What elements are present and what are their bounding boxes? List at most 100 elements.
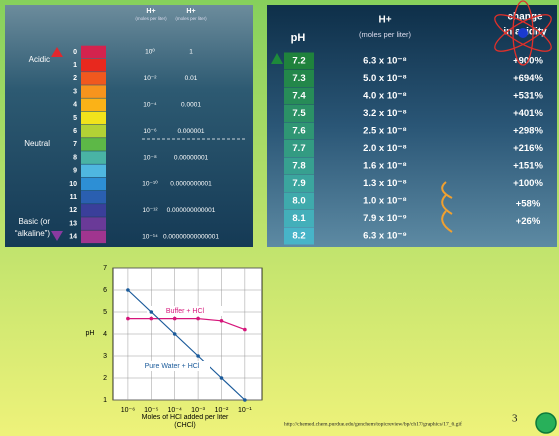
data-point (196, 354, 200, 358)
ph-value: 7.3 (292, 73, 305, 84)
data-point (126, 288, 130, 292)
acidity-change: +151% (513, 161, 543, 172)
side-label: Acidic (29, 55, 50, 64)
decimal-value: 0.0000000001 (170, 181, 212, 188)
side-label: “alkaline”) (15, 229, 50, 238)
acidity-change: +216% (513, 143, 543, 154)
h-concentration: 2.5 x 10⁻⁸ (363, 126, 407, 137)
color-swatch (81, 231, 106, 244)
page-number: 3 (512, 413, 518, 425)
x-axis-label-box: Moles of HCl added per liter (CHCl) (140, 414, 230, 436)
acidity-change: +531% (513, 91, 543, 102)
series-label: Pure Water + HCl (145, 363, 200, 370)
color-swatch (81, 59, 106, 72)
header-h-unit: (moles per liter) (359, 30, 412, 39)
decimal-value: 0.00000000000001 (163, 234, 219, 241)
ph-value: 7.8 (292, 161, 305, 172)
power-of-ten: 10⁻¹² (143, 207, 159, 214)
y-tick-label: 7 (103, 265, 107, 272)
color-swatch (81, 46, 106, 59)
decimal-value: 0.000000000001 (167, 207, 216, 214)
x-tick-label: 10⁻³ (191, 407, 205, 414)
ph-value: 7.6 (292, 126, 305, 137)
slide: H+(moles per liter)H+(moles per liter)01… (0, 0, 559, 436)
series-label: Buffer + HCl (166, 308, 205, 315)
ph-number: 4 (73, 102, 77, 109)
h-concentration: 1.3 x 10⁻⁸ (363, 178, 407, 189)
ph-value: 7.4 (292, 91, 306, 102)
ph-number: 0 (73, 49, 77, 56)
column-subheader: (moles per liter) (175, 16, 207, 21)
y-tick-label: 4 (103, 331, 107, 338)
x-tick-label: 10⁻⁵ (144, 407, 158, 414)
decimal-value: 1 (189, 49, 193, 56)
header-h: H+ (378, 15, 391, 26)
h-concentration: 6.3 x 10⁻⁸ (363, 56, 407, 67)
ph-value: 7.9 (292, 178, 305, 189)
ph-value: 7.2 (292, 56, 305, 67)
acidity-change: +58% (516, 199, 541, 210)
ph-value: 8.0 (292, 196, 305, 207)
power-of-ten: 10⁻¹⁰ (142, 180, 158, 188)
ph-value: 8.1 (292, 213, 306, 224)
acidity-change: +100% (513, 178, 543, 189)
data-point (173, 332, 177, 336)
h-concentration: 6.3 x 10⁻⁹ (363, 231, 407, 242)
y-tick-label: 2 (103, 375, 107, 382)
h-concentration: 1.0 x 10⁻⁸ (363, 196, 407, 207)
data-point (243, 398, 247, 402)
side-label: Neutral (24, 139, 50, 148)
column-subheader: (moles per liter) (135, 16, 167, 21)
ph-number: 5 (73, 115, 77, 122)
acidity-change: +694% (513, 73, 543, 84)
color-swatch (81, 217, 106, 230)
color-swatch (81, 112, 106, 125)
decimal-value: 0.000001 (177, 128, 204, 135)
decimal-value: 0.00000001 (174, 154, 209, 161)
side-label: Basic (or (18, 217, 50, 226)
power-of-ten: 10⁻⁴ (143, 102, 157, 109)
ph-number: 11 (70, 194, 78, 201)
color-swatch (81, 151, 106, 164)
power-of-ten: 10⁻⁸ (143, 154, 157, 161)
ph-value: 7.7 (292, 143, 305, 154)
header-ph: pH (291, 32, 306, 44)
power-of-ten: 10⁰ (145, 48, 155, 56)
nav-button[interactable] (536, 413, 556, 433)
data-point (196, 317, 200, 321)
x-tick-label: 10⁻² (215, 407, 229, 414)
data-point (126, 317, 130, 321)
power-of-ten: 10⁻¹⁴ (142, 234, 158, 241)
ph-number: 8 (73, 154, 77, 161)
power-of-ten: 10⁻⁶ (143, 128, 157, 135)
h-concentration: 2.0 x 10⁻⁸ (363, 143, 407, 154)
column-header: H+ (186, 8, 195, 15)
color-swatch (81, 204, 106, 217)
y-tick-label: 6 (103, 287, 107, 294)
decimal-value: 0.01 (185, 75, 198, 82)
column-header: H+ (146, 8, 155, 15)
ph-number: 1 (73, 62, 77, 69)
x-tick-label: 10⁻⁴ (167, 407, 182, 414)
ph-number: 13 (69, 220, 77, 227)
ph-value: 8.2 (292, 231, 305, 242)
x-axis-label: Moles of HCl added per liter (CHCl) (140, 414, 230, 430)
acidity-change: +298% (513, 126, 543, 137)
data-point (220, 319, 224, 323)
acidity-change: +26% (516, 216, 541, 227)
ph-number: 12 (69, 207, 77, 214)
color-swatch (81, 191, 106, 204)
data-point (173, 317, 177, 321)
decimal-value: 0.0001 (181, 102, 201, 109)
color-swatch (81, 99, 106, 112)
ph-number: 10 (69, 181, 77, 188)
h-concentration: 5.0 x 10⁻⁸ (363, 73, 407, 84)
power-of-ten: 10⁻² (144, 75, 158, 82)
ph-scale-panel (5, 5, 253, 247)
data-point (243, 328, 247, 332)
ph-number: 7 (73, 141, 77, 148)
h-concentration: 7.9 x 10⁻⁹ (363, 213, 407, 224)
color-swatch (81, 125, 106, 138)
ph-number: 3 (73, 88, 77, 95)
color-swatch (81, 165, 106, 178)
